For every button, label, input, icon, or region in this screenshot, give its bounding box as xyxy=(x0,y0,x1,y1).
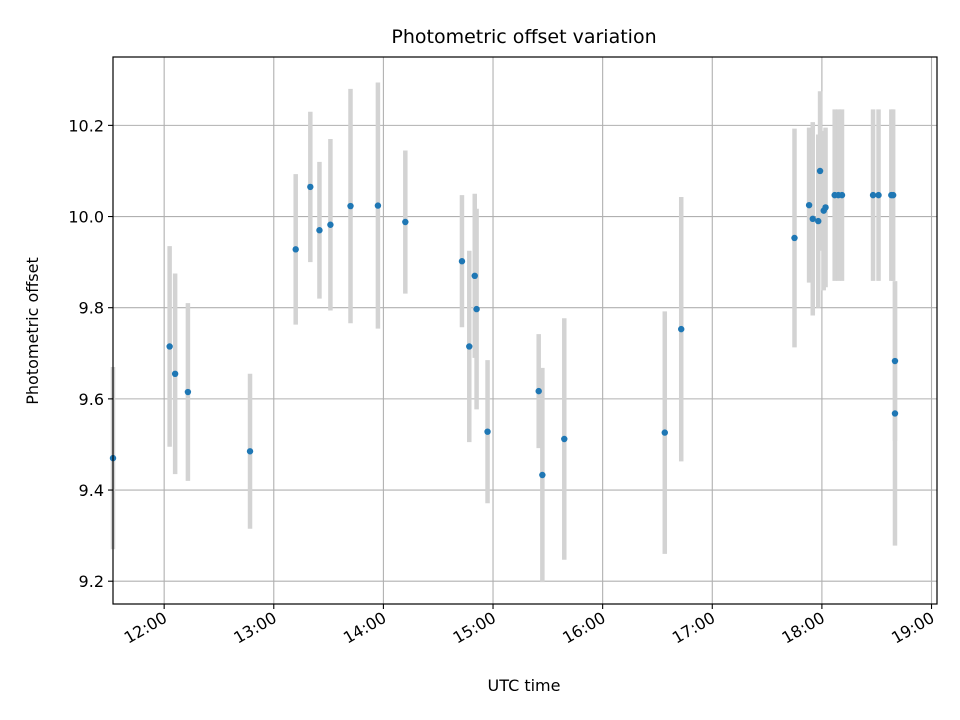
y-tick-label: 10.0 xyxy=(68,208,104,227)
data-point xyxy=(791,234,798,242)
data-point xyxy=(838,191,846,199)
data-point xyxy=(822,204,829,211)
data-point xyxy=(307,183,314,191)
y-axis-label: Photometric offset xyxy=(23,257,42,405)
data-point xyxy=(471,272,478,279)
data-point xyxy=(539,471,546,479)
data-point xyxy=(473,305,480,313)
y-tick-label: 9.2 xyxy=(79,572,104,591)
x-axis-label: UTC time xyxy=(488,676,561,695)
data-point xyxy=(869,191,877,199)
data-point xyxy=(535,387,542,395)
data-point xyxy=(561,435,568,443)
data-point xyxy=(347,202,354,210)
data-point xyxy=(402,218,409,226)
data-point xyxy=(484,428,491,435)
data-point xyxy=(805,201,813,209)
y-tick-label: 9.8 xyxy=(79,299,104,318)
y-axis: 9.2 9.4 9.6 9.8 10.0 10.2 xyxy=(68,116,113,591)
data-point xyxy=(374,202,382,209)
grid xyxy=(113,57,937,604)
data-point xyxy=(246,448,254,455)
data-point xyxy=(292,246,299,253)
data-point xyxy=(815,217,822,225)
data-point xyxy=(171,370,179,378)
data-point xyxy=(661,429,668,436)
data-point xyxy=(184,388,192,396)
data-point xyxy=(889,191,897,199)
data-point xyxy=(327,221,334,228)
data-point xyxy=(316,227,323,234)
data-point xyxy=(466,343,473,350)
y-tick-label: 10.2 xyxy=(68,116,104,135)
data-point xyxy=(875,191,882,199)
data-point xyxy=(891,357,899,365)
data-point xyxy=(891,410,899,417)
chart-title: Photometric offset variation xyxy=(391,26,656,48)
data-point xyxy=(816,167,824,175)
y-tick-label: 9.4 xyxy=(79,481,104,500)
data-point xyxy=(166,343,173,350)
data-point xyxy=(458,258,466,265)
data-point xyxy=(678,325,685,333)
y-tick-label: 9.6 xyxy=(79,390,104,409)
plot-frame xyxy=(112,56,938,605)
data-point xyxy=(809,215,816,223)
data-points xyxy=(109,167,899,479)
